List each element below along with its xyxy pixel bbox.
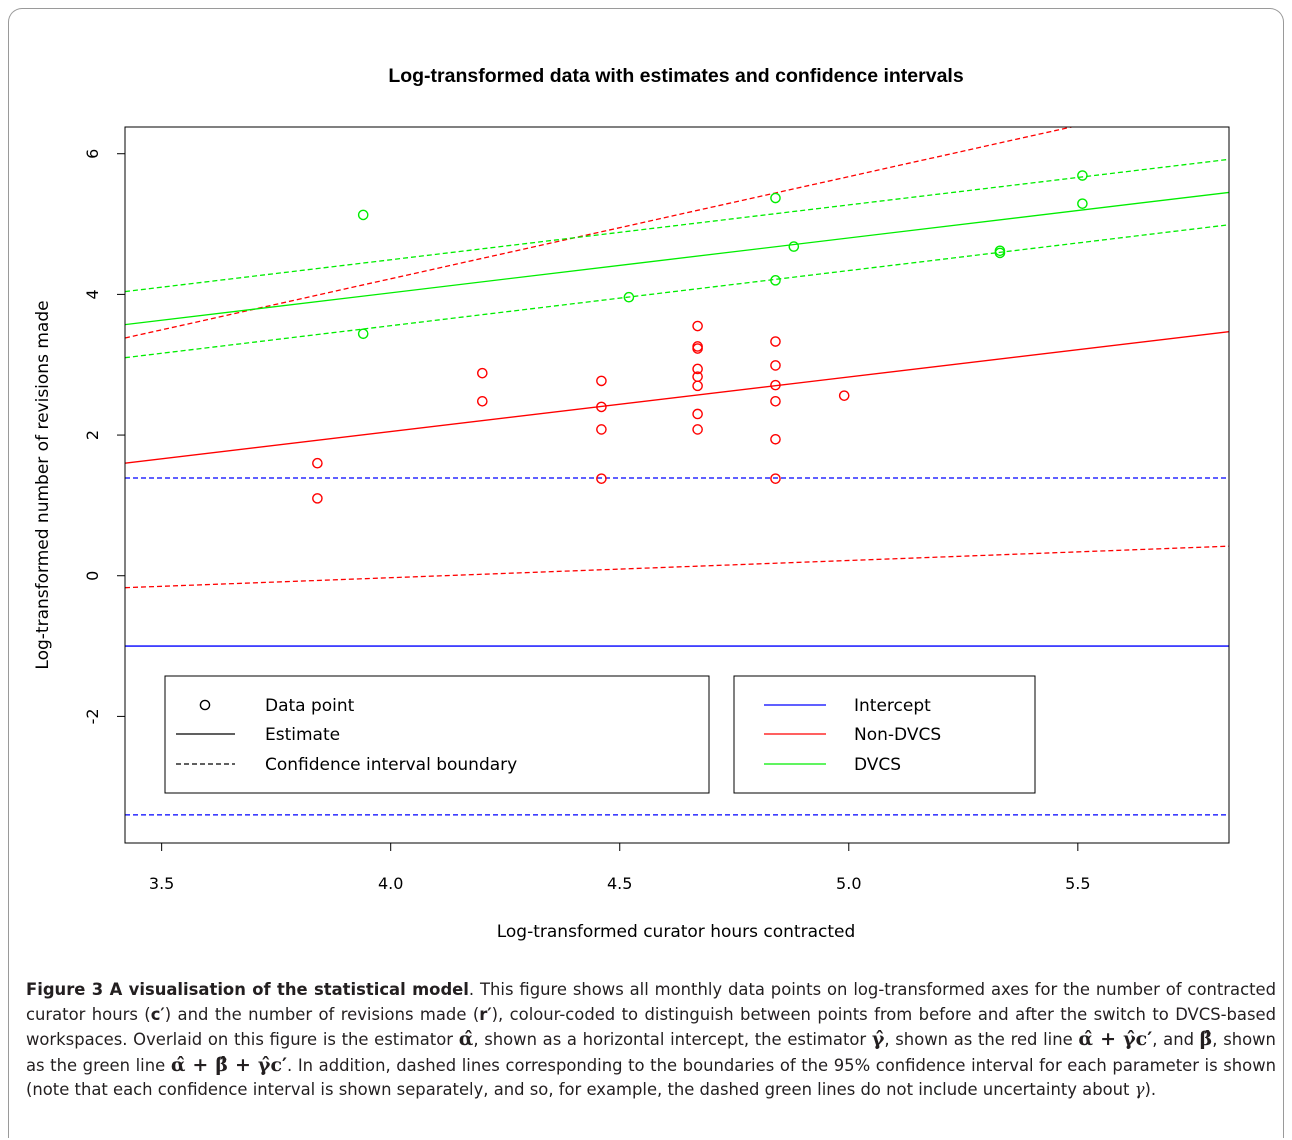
data-point-non-dvcs-8 <box>692 320 703 332</box>
legend-left-box <box>164 675 710 794</box>
caption-red-formula: α̂ + γ̂c′ <box>1078 1028 1153 1050</box>
data-point-non-dvcs-5 <box>596 401 607 413</box>
data-point-non-dvcs-4 <box>596 375 607 387</box>
caption-text-5: , shown as the red line <box>884 1030 1073 1049</box>
caption-text-4: , shown as a horizontal intercept, the e… <box>473 1030 867 1049</box>
data-point-non-dvcs-3 <box>477 396 488 407</box>
caption-c-prime: c′ <box>150 1004 165 1024</box>
data-point-non-dvcs-6 <box>596 424 607 435</box>
data-point-dvcs-4 <box>770 275 781 286</box>
y-tick-label-4: 6 <box>83 149 102 159</box>
data-point-non-dvcs-21 <box>770 473 781 484</box>
plot-frame <box>124 126 1230 844</box>
data-point-non-dvcs-17 <box>770 360 781 371</box>
x-tick-label-1: 4.0 <box>378 874 403 893</box>
x-tick-label-3: 5.0 <box>836 874 861 893</box>
y-tick-label-3: 4 <box>83 289 102 299</box>
axes-layer: 3.5 4.0 4.5 5.0 5.5 -2 0 2 4 6 <box>83 149 1091 893</box>
lines-layer <box>125 127 1229 816</box>
data-point-dvcs-3 <box>770 192 781 204</box>
legend-label-right-2: DVCS <box>854 755 901 775</box>
series-line-non-dvcs-solid-3 <box>125 331 1229 464</box>
figure-frame <box>8 8 1284 1138</box>
data-point-non-dvcs-18 <box>770 379 781 391</box>
data-point-non-dvcs-10 <box>692 343 703 354</box>
figure-caption: Figure 3 A visualisation of the statisti… <box>26 978 1276 1103</box>
y-axis-label: Log-transformed number of revisions made <box>33 300 53 669</box>
legend-label-left-0: Data point <box>265 696 355 716</box>
caption-text-3: ), colour-coded to distinguish between p… <box>26 1004 1276 1050</box>
legend-symbol-circle <box>199 699 211 711</box>
y-tick-label-2: 2 <box>83 430 102 440</box>
legend-label-right-1: Non-DVCS <box>854 725 941 745</box>
chart-title: Log-transformed data with estimates and … <box>388 65 964 87</box>
data-point-non-dvcs-19 <box>770 396 781 407</box>
data-point-dvcs-9 <box>1077 198 1088 209</box>
legend-label-right-0: Intercept <box>854 696 931 716</box>
legend-label-left-1: Estimate <box>265 725 340 745</box>
caption-r-prime: r′ <box>479 1004 492 1024</box>
legend-label-left-2: Confidence interval boundary <box>265 755 517 775</box>
data-point-dvcs-8 <box>1077 170 1088 181</box>
caption-text-9: ). <box>1144 1080 1157 1099</box>
data-point-non-dvcs-7 <box>596 473 607 484</box>
series-line-non-dvcs-dashed-5 <box>125 545 1229 589</box>
caption-gamma-hat: γ̂ <box>871 1028 885 1050</box>
x-tick-label-4: 5.5 <box>1065 874 1090 893</box>
series-line-dvcs-solid-6 <box>125 191 1229 326</box>
y-tick-label-1: 0 <box>83 571 102 581</box>
points-layer <box>312 170 1088 504</box>
data-point-non-dvcs-20 <box>770 433 781 445</box>
data-point-dvcs-2 <box>623 291 635 303</box>
data-point-dvcs-6 <box>994 245 1006 257</box>
data-point-dvcs-5 <box>788 241 800 252</box>
data-point-dvcs-0 <box>357 209 369 221</box>
legend-right-box <box>733 675 1036 794</box>
data-point-non-dvcs-15 <box>692 424 703 435</box>
caption-heading: Figure 3 A visualisation of the statisti… <box>26 980 469 999</box>
data-point-non-dvcs-22 <box>838 390 850 401</box>
data-point-non-dvcs-11 <box>692 363 703 375</box>
caption-text-2: ) and the number of revisions made ( <box>164 1004 480 1024</box>
data-point-dvcs-7 <box>994 247 1006 259</box>
series-line-non-dvcs-dashed-4 <box>125 127 1075 339</box>
chart: Log-transformed data with estimates and … <box>33 65 1230 942</box>
data-point-non-dvcs-1 <box>312 493 323 504</box>
y-tick-label-0: -2 <box>83 708 102 724</box>
x-tick-label-2: 4.5 <box>607 874 632 893</box>
caption-green-formula: α̂ + β̂ + γ̂c′ <box>170 1053 288 1076</box>
series-line-dvcs-dashed-8 <box>125 224 1229 359</box>
data-point-non-dvcs-2 <box>477 367 488 379</box>
caption-text-6: , and <box>1152 1030 1194 1049</box>
data-point-dvcs-1 <box>357 328 369 340</box>
caption-text-1: . This figure shows all monthly data poi… <box>26 980 1276 1024</box>
data-point-non-dvcs-16 <box>770 336 781 347</box>
caption-text-7: , shown as the green line <box>26 1030 1276 1075</box>
legend-layer: Data point Estimate Confidence interval bo… <box>176 696 941 775</box>
data-point-non-dvcs-14 <box>692 408 703 420</box>
data-point-non-dvcs-9 <box>692 341 703 352</box>
x-tick-label-0: 3.5 <box>149 874 174 893</box>
series-line-dvcs-dashed-7 <box>125 158 1229 293</box>
caption-text-8: . In addition, dashed lines correspondin… <box>26 1055 1276 1100</box>
caption-alpha-hat: α̂ <box>458 1028 474 1050</box>
x-axis-label: Log-transformed curator hours contracted <box>497 922 856 942</box>
data-point-non-dvcs-13 <box>692 380 703 392</box>
data-point-non-dvcs-0 <box>312 457 323 469</box>
caption-beta-hat: β̂ <box>1199 1028 1213 1050</box>
caption-gamma: γ <box>1134 1080 1145 1099</box>
